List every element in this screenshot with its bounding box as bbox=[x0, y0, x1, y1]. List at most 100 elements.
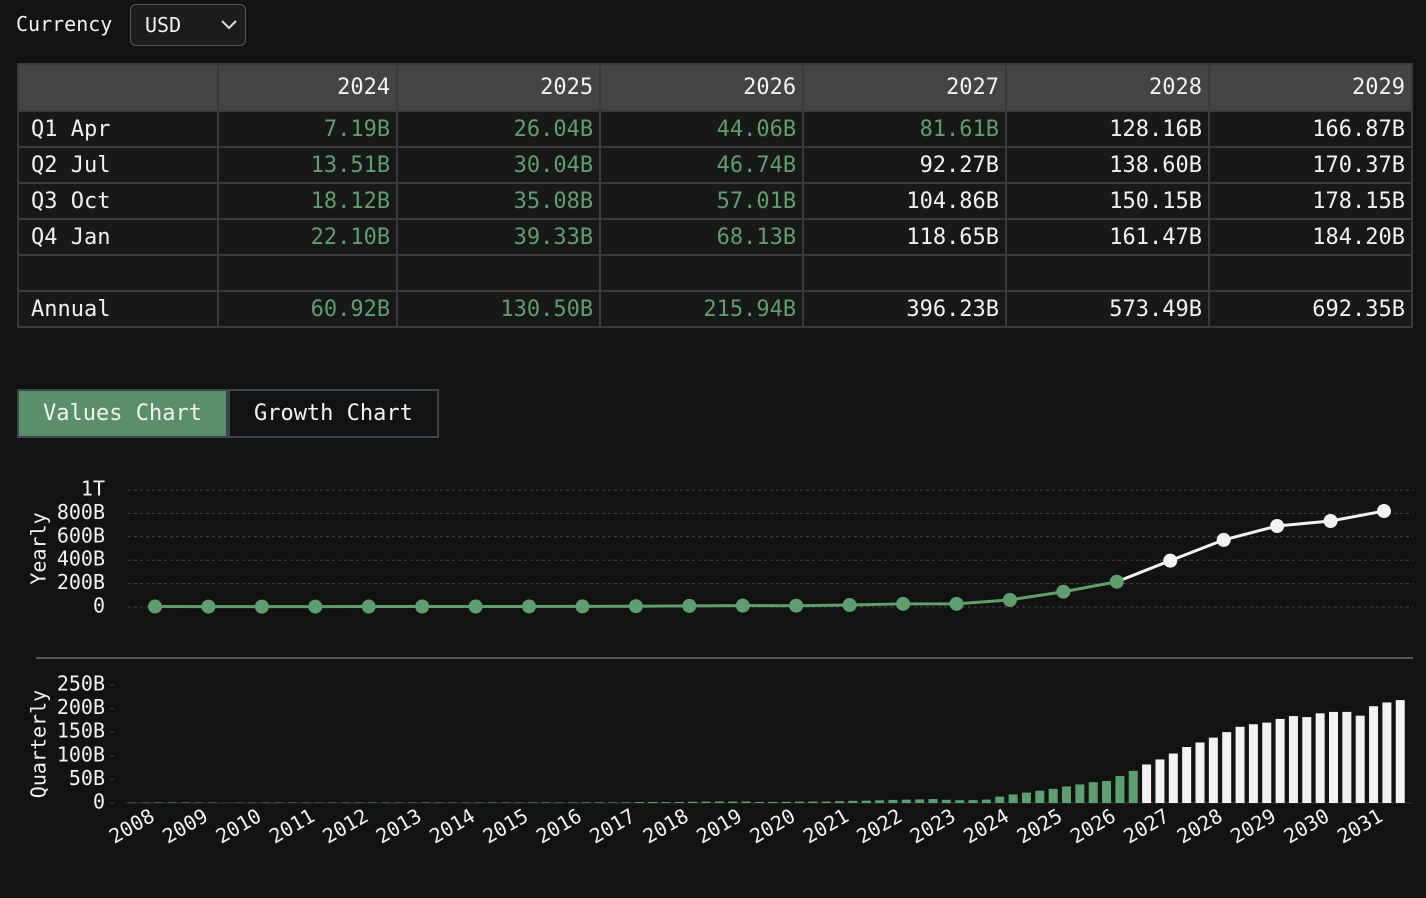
bar bbox=[568, 802, 578, 803]
x-tick-label: 2021 bbox=[799, 804, 853, 849]
axis-label: Yearly bbox=[27, 512, 51, 584]
cell bbox=[599, 254, 805, 292]
bar bbox=[1168, 753, 1178, 803]
bar bbox=[1315, 713, 1325, 803]
header-cell: 2027 bbox=[802, 63, 1008, 112]
bar bbox=[808, 801, 818, 803]
bar bbox=[1008, 794, 1018, 803]
bar bbox=[421, 802, 431, 803]
x-tick-label: 2019 bbox=[692, 804, 746, 849]
cell: 39.33B bbox=[396, 218, 602, 256]
x-tick-label: 2029 bbox=[1226, 804, 1280, 849]
point bbox=[1270, 518, 1285, 533]
bar bbox=[648, 801, 658, 803]
bar bbox=[554, 802, 564, 803]
x-tick-label: 2011 bbox=[265, 804, 319, 849]
y-tick-label: 100B bbox=[57, 742, 105, 766]
point bbox=[628, 599, 643, 614]
cell: 81.61B bbox=[802, 110, 1008, 148]
bar bbox=[1021, 792, 1031, 803]
cell bbox=[802, 254, 1008, 292]
cell: 18.12B bbox=[216, 182, 399, 220]
y-tick-label: 250B bbox=[57, 672, 105, 696]
bar bbox=[1155, 759, 1165, 803]
cell bbox=[396, 254, 602, 292]
x-tick-label: 2017 bbox=[585, 804, 639, 849]
point bbox=[789, 598, 804, 613]
bar bbox=[968, 800, 978, 803]
bar bbox=[821, 801, 831, 803]
x-tick-label: 2030 bbox=[1280, 804, 1334, 849]
bar bbox=[1182, 746, 1192, 803]
currency-label: Currency bbox=[16, 12, 113, 36]
point bbox=[735, 598, 750, 613]
y-tick-label: 0 bbox=[93, 790, 105, 814]
point bbox=[1216, 532, 1231, 547]
cell: 57.01B bbox=[599, 182, 805, 220]
x-tick-label: 2009 bbox=[158, 804, 212, 849]
axis-label: Quarterly bbox=[27, 690, 51, 798]
bar bbox=[1062, 786, 1071, 803]
cell: 396.23B bbox=[802, 290, 1008, 328]
line-segment bbox=[1009, 590, 1064, 602]
y-tick-label: 150B bbox=[57, 719, 105, 743]
cell: 46.74B bbox=[599, 146, 805, 184]
y-tick-label: 0 bbox=[93, 594, 105, 618]
x-tick-label: 2018 bbox=[639, 804, 693, 849]
cell: 104.86B bbox=[802, 182, 1008, 220]
cell: 35.08B bbox=[396, 182, 602, 220]
line-segment bbox=[849, 602, 904, 607]
cell: 692.35B bbox=[1208, 290, 1413, 328]
cell: 573.49B bbox=[1005, 290, 1211, 328]
bar bbox=[915, 799, 925, 803]
line-segment bbox=[1169, 538, 1225, 563]
point bbox=[1163, 553, 1178, 568]
point bbox=[1109, 574, 1124, 589]
cell: 215.94B bbox=[599, 290, 805, 328]
point bbox=[308, 599, 323, 614]
point bbox=[254, 599, 269, 614]
x-tick-label: 2020 bbox=[746, 804, 800, 849]
currency-select[interactable]: USD bbox=[130, 4, 246, 46]
cell: 60.92B bbox=[216, 290, 399, 328]
cell: 22.10B bbox=[216, 218, 399, 256]
y-tick-label: 600B bbox=[57, 523, 105, 547]
cell: 92.27B bbox=[802, 146, 1008, 184]
bar bbox=[1302, 717, 1312, 803]
y-tick-label: 400B bbox=[57, 547, 105, 571]
bar bbox=[1102, 780, 1112, 803]
header-cell bbox=[17, 63, 219, 112]
table-row: Q1 Apr 7.19B 26.04B 44.06B 81.61B 128.16B 166.… bbox=[17, 110, 1413, 148]
bar bbox=[835, 801, 845, 803]
x-tick-label: 2015 bbox=[479, 804, 533, 849]
bar bbox=[981, 799, 991, 803]
bar bbox=[848, 800, 858, 803]
data-table: 2024 2025 2026 2027 2028 2029 Q1 Apr 7.19B 26.04… bbox=[17, 63, 1413, 328]
row-label: Annual bbox=[17, 290, 219, 328]
y-tick-label: 1T bbox=[81, 477, 105, 501]
x-tick-label: 2016 bbox=[532, 804, 586, 849]
cell: 150.15B bbox=[1005, 182, 1211, 220]
bar bbox=[875, 800, 885, 803]
cell bbox=[17, 254, 219, 292]
bar bbox=[1342, 711, 1352, 803]
x-tick-label: 2008 bbox=[105, 804, 159, 849]
bar bbox=[434, 802, 444, 803]
bar bbox=[741, 801, 751, 803]
bar bbox=[768, 801, 778, 803]
bar bbox=[1369, 706, 1379, 803]
cell: 118.65B bbox=[802, 218, 1008, 256]
line-segment bbox=[1063, 580, 1118, 594]
cell: 161.47B bbox=[1005, 218, 1211, 256]
bar bbox=[167, 802, 177, 803]
point bbox=[842, 598, 857, 613]
bar bbox=[928, 799, 938, 803]
x-tick-label: 2026 bbox=[1066, 804, 1120, 849]
header-cell: 2029 bbox=[1208, 63, 1413, 112]
tab[interactable]: Growth Chart bbox=[227, 389, 439, 438]
x-tick-label: 2022 bbox=[852, 804, 906, 849]
bar bbox=[581, 802, 591, 803]
tab[interactable]: Values Chart bbox=[17, 389, 228, 438]
